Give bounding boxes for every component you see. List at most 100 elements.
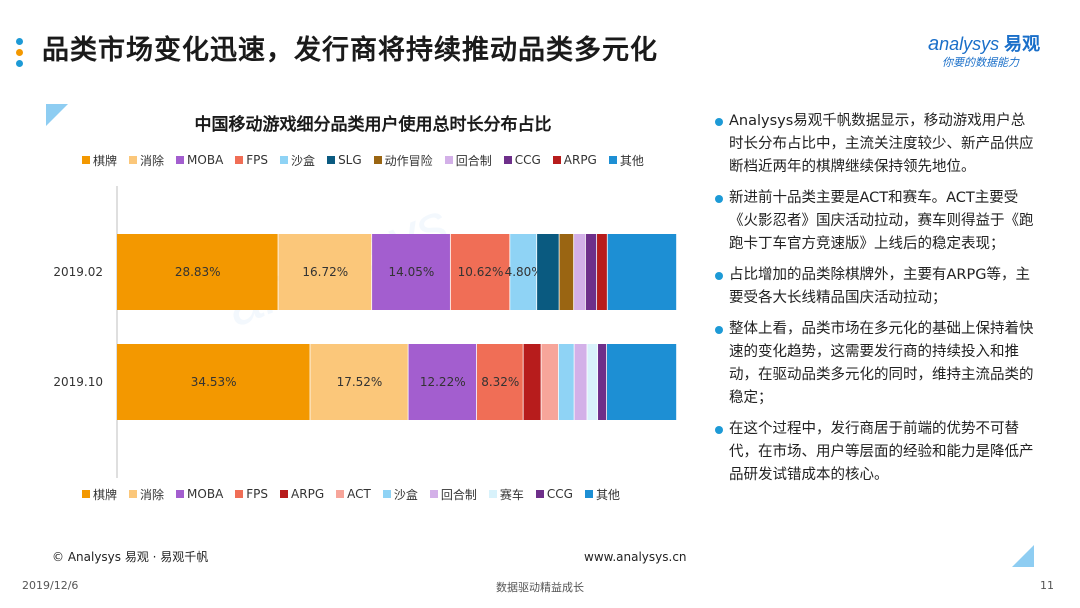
legend-item: 回合制	[444, 152, 492, 168]
legend-swatch	[444, 156, 453, 164]
bar-segment-CCG	[585, 234, 597, 310]
footer-slogan: 数据驱动精益成长	[496, 581, 584, 594]
bar-segment-ARPG	[523, 344, 541, 420]
logo-a-icon: a	[928, 33, 940, 55]
bar-segment-棋牌	[117, 234, 278, 310]
legend-item: 其他	[584, 486, 620, 502]
bar-segment-ACT	[541, 344, 559, 420]
bar-segment-消除	[278, 234, 372, 310]
data-label: 14.05%	[389, 265, 435, 279]
data-label: 10.62%	[458, 265, 504, 279]
bar-segment-其他	[607, 234, 677, 310]
legend-item: 其他	[608, 152, 644, 168]
legend-item: MOBA	[176, 152, 223, 168]
legend-item: ACT	[336, 486, 371, 502]
slide-title: 品类市场变化迅速，发行商将持续推动品类多元化	[42, 35, 658, 66]
title-dot	[16, 49, 23, 56]
legend-label: ACT	[347, 487, 371, 501]
data-label: 8.32%	[481, 375, 519, 389]
legend-label: ARPG	[563, 153, 597, 167]
bar-segment-MOBA	[372, 234, 450, 310]
legend-label: 沙盒	[291, 153, 316, 168]
legend-swatch	[129, 490, 138, 498]
legend-label: 消除	[140, 487, 165, 502]
legend-label: 动作冒险	[384, 153, 433, 168]
logo-cn: 易观	[1004, 34, 1041, 54]
chart-title: 中国移动游戏细分品类用户使用总时长分布占比	[194, 115, 552, 135]
corner-triangle-icon	[1012, 545, 1034, 567]
bar-segment-棋牌	[117, 344, 310, 420]
legend-swatch	[235, 156, 244, 164]
bar-segment-沙盒	[558, 344, 574, 420]
bar-segment-FPS	[476, 344, 523, 420]
bar-segment-FPS	[450, 234, 510, 310]
data-label: 4.80%	[505, 265, 543, 279]
data-label: 28.83%	[175, 265, 221, 279]
legend-swatch	[373, 156, 382, 164]
legend-swatch	[82, 490, 90, 498]
bar-segment-其他	[606, 344, 677, 420]
bar-segment-回合制	[574, 234, 586, 310]
bar-segment-动作冒险	[559, 234, 574, 310]
legend-item: 棋牌	[82, 486, 117, 502]
legend-swatch	[382, 490, 391, 498]
insight-bullets: Analysys易观千帆数据显示，移动游戏用户总时长分布占比中，主流关注度较少、…	[715, 110, 1035, 495]
legend-label: MOBA	[187, 153, 224, 167]
data-label: 12.22%	[420, 375, 466, 389]
legend-item: 回合制	[429, 486, 477, 502]
bullet-item: 新进前十品类主要是ACT和赛车。ACT主要受《火影忍者》国庆活动拉动，赛车则得益…	[715, 187, 1035, 256]
legend-swatch	[235, 490, 244, 498]
legend-swatch	[429, 490, 438, 498]
legend-swatch	[608, 156, 617, 164]
title-dots	[16, 38, 26, 71]
legend-item: 动作冒险	[373, 152, 433, 168]
legend-swatch	[584, 490, 593, 498]
legend-label: CCG	[546, 487, 573, 501]
legend-swatch	[327, 156, 336, 164]
legend-swatch	[176, 490, 185, 498]
category-label: 2019.02	[53, 265, 103, 279]
legend-item: 沙盒	[382, 486, 418, 502]
legend-label: 赛车	[499, 487, 524, 502]
website-link[interactable]: www.analysys.cn	[584, 550, 687, 564]
bar-segment-回合制	[574, 344, 587, 420]
legend-label: 消除	[140, 153, 165, 168]
legend-label: 棋牌	[93, 487, 118, 502]
legend-2019-02: 棋牌 消除 MOBA FPS 沙盒 SLG 动作冒险 回合制 CCG ARPG 其他	[82, 152, 644, 168]
category-label: 2019.10	[53, 375, 103, 389]
title-dot	[16, 60, 23, 67]
logo-main: analysys 易观	[928, 30, 1040, 56]
legend-swatch	[336, 490, 345, 498]
legend-item: FPS	[235, 486, 268, 502]
legend-swatch	[552, 156, 561, 164]
legend-swatch	[129, 156, 138, 164]
legend-item: 消除	[129, 152, 164, 168]
bullet-item: Analysys易观千帆数据显示，移动游戏用户总时长分布占比中，主流关注度较少、…	[715, 110, 1035, 179]
legend-swatch	[488, 490, 497, 498]
legend-label: CCG	[514, 153, 541, 167]
copyright: © Analysys 易观 · 易观千帆	[52, 550, 209, 564]
data-label: 34.53%	[191, 375, 237, 389]
legend-item: 沙盒	[280, 152, 315, 168]
bar-segment-MOBA	[408, 344, 477, 420]
legend-swatch	[535, 490, 544, 498]
legend-item: 棋牌	[82, 152, 117, 168]
bullet-item: 在这个过程中，发行商居于前端的优势不可替代，在市场、用户等层面的经验和能力是降低…	[715, 418, 1035, 487]
legend-label: ARPG	[291, 487, 325, 501]
legend-label: MOBA	[187, 487, 224, 501]
legend-swatch	[503, 156, 512, 164]
legend-swatch	[176, 156, 185, 164]
legend-label: 回合制	[440, 487, 477, 502]
bullet-item: 占比增加的品类除棋牌外，主要有ARPG等，主要受各大长线精品国庆活动拉动；	[715, 264, 1035, 310]
legend-item: 消除	[129, 486, 164, 502]
bar-segment-SLG	[537, 234, 559, 310]
bar-segment-ARPG	[597, 234, 607, 310]
legend-label: 棋牌	[93, 153, 118, 168]
footer-date: 2019/12/6	[22, 579, 79, 592]
legend-item: CCG	[503, 152, 541, 168]
legend-swatch	[280, 156, 289, 164]
legend-label: 其他	[595, 487, 620, 502]
legend-item: 赛车	[488, 486, 524, 502]
stacked-bar-chart: 2019.02 28.83% 16.72% 14.05% 10.62% 4.80% 2019…	[53, 186, 677, 478]
logo-text: nalysys	[939, 34, 1000, 54]
